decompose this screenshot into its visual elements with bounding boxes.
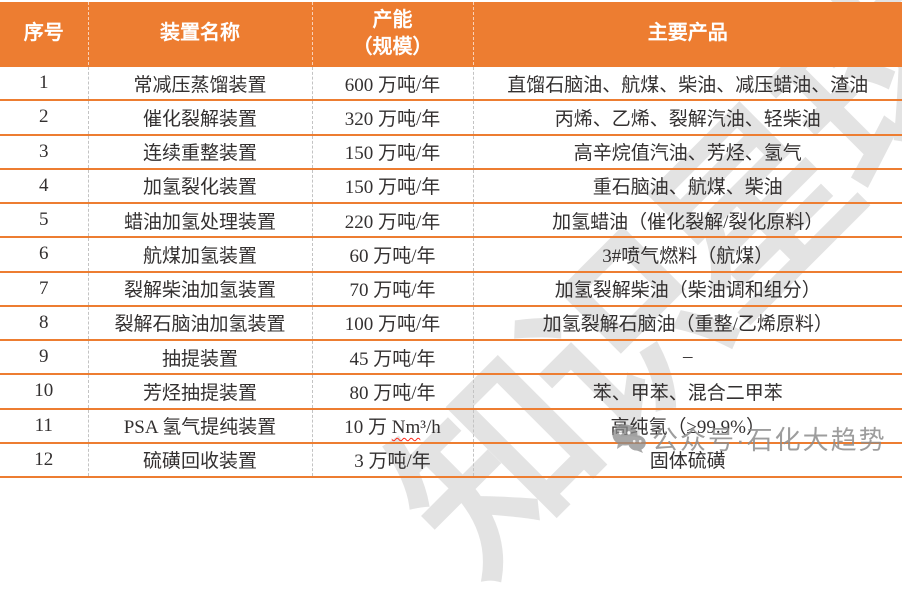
row-index-cell: 6 bbox=[0, 237, 88, 273]
capacity-cell: 220 万吨/年 bbox=[311, 203, 473, 239]
unit-name-cell: 加氢裂化装置 bbox=[87, 168, 312, 205]
table-row: 2 催化裂解装置 320 万吨/年 丙烯、乙烯、裂解汽油、轻柴油 bbox=[0, 100, 902, 136]
row-index-cell: 11 bbox=[0, 408, 88, 444]
products-cell: 加氢裂解石脑油（重整/乙烯原料） bbox=[472, 305, 902, 342]
header-capacity-line2: （规模） bbox=[352, 35, 433, 58]
capacity-cell: 3 万吨/年 bbox=[311, 442, 473, 479]
products-cell: 重石脑油、航煤、柴油 bbox=[472, 168, 902, 205]
header-capacity-line1: 产能 bbox=[372, 8, 413, 31]
products-cell: 高辛烷值汽油、芳烃、氢气 bbox=[472, 134, 902, 170]
row-index-cell: 7 bbox=[0, 271, 88, 307]
row-index-cell: 4 bbox=[0, 168, 88, 205]
products-cell: 苯、甲苯、混合二甲苯 bbox=[472, 374, 902, 410]
row-index-cell: 5 bbox=[0, 203, 88, 239]
unit-name-cell: 芳烃抽提装置 bbox=[87, 374, 312, 410]
header-unit-name: 装置名称 bbox=[87, 2, 312, 67]
row-index-cell: 1 bbox=[0, 66, 88, 102]
capacity-cell: 10 万 Nm³/h bbox=[311, 408, 473, 444]
table-row: 8 裂解石脑油加氢装置 100 万吨/年 加氢裂解石脑油（重整/乙烯原料） bbox=[0, 305, 902, 342]
capacity-cell: 600 万吨/年 bbox=[311, 66, 473, 102]
row-index-cell: 8 bbox=[0, 305, 88, 342]
table-row: 10 芳烃抽提装置 80 万吨/年 苯、甲苯、混合二甲苯 bbox=[0, 374, 902, 410]
row-index-cell: 9 bbox=[0, 340, 88, 376]
products-cell: 丙烯、乙烯、裂解汽油、轻柴油 bbox=[472, 100, 902, 136]
products-cell: 3#喷气燃料（航煤） bbox=[472, 237, 902, 273]
row-index-cell: 3 bbox=[0, 134, 88, 170]
table-row: 12 硫磺回收装置 3 万吨/年 固体硫磺 bbox=[0, 442, 902, 479]
products-cell: 固体硫磺 bbox=[472, 442, 902, 479]
refinery-units-table: 序号 装置名称 产能 （规模） 主要产品 1 常减压蒸馏装置 600 万吨/年 直馏石… bbox=[0, 2, 902, 479]
row-index-cell: 12 bbox=[0, 442, 88, 479]
products-cell: 加氢蜡油（催化裂解/裂化原料） bbox=[472, 203, 902, 239]
row-index-cell: 2 bbox=[0, 100, 88, 136]
capacity-cell: 150 万吨/年 bbox=[311, 134, 473, 170]
products-cell: 高纯氢（≥99.9%） bbox=[472, 408, 902, 444]
unit-name-cell: 催化裂解装置 bbox=[87, 100, 312, 136]
table-row: 4 加氢裂化装置 150 万吨/年 重石脑油、航煤、柴油 bbox=[0, 168, 902, 205]
capacity-cell: 60 万吨/年 bbox=[311, 237, 473, 273]
products-cell: – bbox=[472, 340, 902, 376]
capacity-cell: 45 万吨/年 bbox=[311, 340, 473, 376]
unit-name-cell: 裂解柴油加氢装置 bbox=[87, 271, 312, 307]
row-index-cell: 10 bbox=[0, 374, 88, 410]
header-capacity: 产能 （规模） bbox=[311, 2, 473, 67]
header-row: 序号 装置名称 产能 （规模） 主要产品 bbox=[0, 2, 902, 67]
unit-name-cell: 硫磺回收装置 bbox=[87, 442, 312, 479]
capacity-cell: 150 万吨/年 bbox=[311, 168, 473, 205]
table-row: 5 蜡油加氢处理装置 220 万吨/年 加氢蜡油（催化裂解/裂化原料） bbox=[0, 203, 902, 239]
header-products: 主要产品 bbox=[472, 2, 902, 67]
table-header: 序号 装置名称 产能 （规模） 主要产品 bbox=[0, 2, 902, 67]
unit-name-cell: 裂解石脑油加氢装置 bbox=[87, 305, 312, 342]
unit-name-cell: 蜡油加氢处理装置 bbox=[87, 203, 312, 239]
unit-name-cell: 连续重整装置 bbox=[87, 134, 312, 170]
products-cell: 加氢裂解柴油（柴油调和组分） bbox=[472, 271, 902, 307]
products-cell: 直馏石脑油、航煤、柴油、减压蜡油、渣油 bbox=[472, 66, 902, 102]
unit-name-cell: 抽提装置 bbox=[87, 340, 312, 376]
header-index: 序号 bbox=[0, 2, 88, 67]
table-body: 1 常减压蒸馏装置 600 万吨/年 直馏石脑油、航煤、柴油、减压蜡油、渣油 2 催化裂解… bbox=[0, 66, 902, 479]
capacity-cell: 320 万吨/年 bbox=[311, 100, 473, 136]
unit-name-cell: 航煤加氢装置 bbox=[87, 237, 312, 273]
table-row: 7 裂解柴油加氢装置 70 万吨/年 加氢裂解柴油（柴油调和组分） bbox=[0, 271, 902, 307]
unit-name-cell: 常减压蒸馏装置 bbox=[87, 66, 312, 102]
capacity-cell: 100 万吨/年 bbox=[311, 305, 473, 342]
capacity-cell: 70 万吨/年 bbox=[311, 271, 473, 307]
capacity-cell: 80 万吨/年 bbox=[311, 374, 473, 410]
table-row: 3 连续重整装置 150 万吨/年 高辛烷值汽油、芳烃、氢气 bbox=[0, 134, 902, 170]
table-row: 1 常减压蒸馏装置 600 万吨/年 直馏石脑油、航煤、柴油、减压蜡油、渣油 bbox=[0, 66, 902, 102]
unit-name-cell: PSA 氢气提纯装置 bbox=[87, 408, 312, 444]
table-row: 9 抽提装置 45 万吨/年 – bbox=[0, 340, 902, 376]
table-row: 6 航煤加氢装置 60 万吨/年 3#喷气燃料（航煤） bbox=[0, 237, 902, 273]
spellcheck-underline: Nm bbox=[391, 417, 421, 439]
table-row: 11 PSA 氢气提纯装置 10 万 Nm³/h 高纯氢（≥99.9%） bbox=[0, 408, 902, 444]
